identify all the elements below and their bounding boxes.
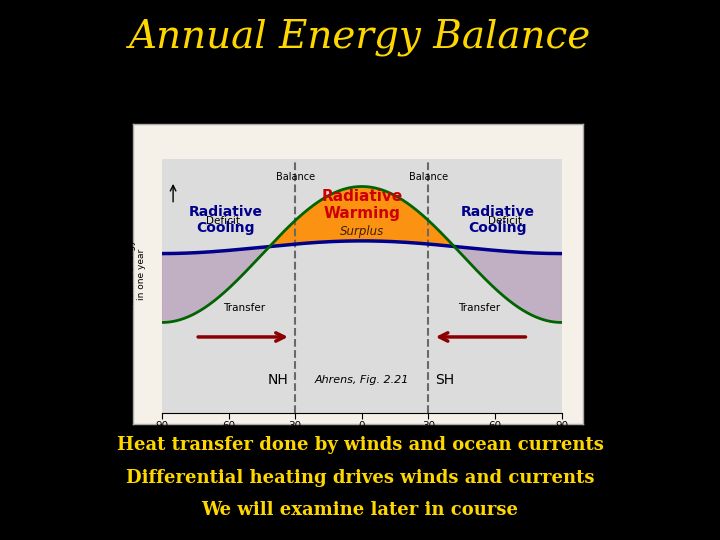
Text: °North: °North [212, 443, 245, 453]
Text: Differential heating drives winds and currents: Differential heating drives winds and cu… [126, 469, 594, 487]
Text: Balance: Balance [276, 172, 315, 182]
Text: Transfer: Transfer [459, 303, 500, 313]
Text: Latitude: Latitude [341, 443, 382, 453]
Text: Transfer: Transfer [223, 303, 265, 313]
Text: We will examine later in course: We will examine later in course [202, 501, 518, 519]
Text: Deficit: Deficit [487, 216, 522, 226]
Text: Radiative
Cooling: Radiative Cooling [189, 205, 263, 235]
Text: Heat transfer done by winds and ocean currents: Heat transfer done by winds and ocean cu… [117, 436, 603, 455]
Text: Radiative
Cooling: Radiative Cooling [461, 205, 535, 235]
Text: Surplus: Surplus [340, 225, 384, 238]
Text: SH: SH [435, 374, 454, 388]
Text: Balance: Balance [409, 172, 448, 182]
Text: Deficit: Deficit [207, 216, 240, 226]
Text: Radiant energy
in one year: Radiant energy in one year [127, 239, 146, 309]
Text: °South: °South [478, 443, 512, 453]
Text: NH: NH [268, 374, 289, 388]
Text: Ahrens, Fig. 2.21: Ahrens, Fig. 2.21 [315, 375, 409, 386]
Text: Radiative
Warming: Radiative Warming [321, 189, 402, 221]
Text: Annual Energy Balance: Annual Energy Balance [129, 19, 591, 56]
